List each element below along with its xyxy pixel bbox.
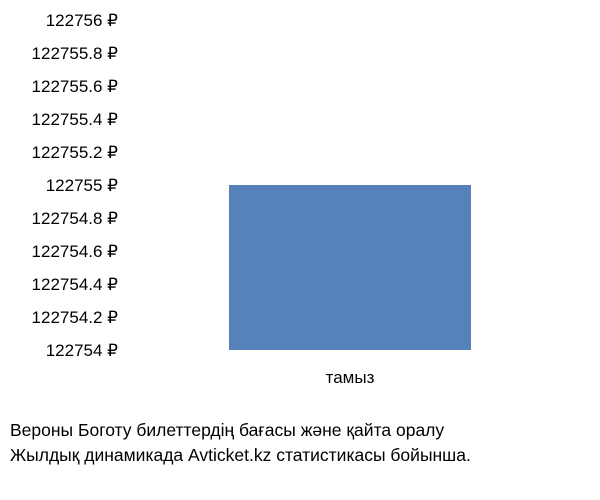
y-tick-label: 122754.2 ₽ (0, 308, 118, 328)
y-tick-label: 122756 ₽ (0, 11, 118, 31)
chart-caption-line2: Жылдық динамикада Avticket.kz статистика… (10, 445, 471, 466)
chart-bar (229, 185, 471, 350)
y-tick-label: 122755 ₽ (0, 176, 118, 196)
y-tick-label: 122754.4 ₽ (0, 275, 118, 295)
y-tick-label: 122755.4 ₽ (0, 110, 118, 130)
y-tick-label: 122754.8 ₽ (0, 209, 118, 229)
y-tick-label: 122755.8 ₽ (0, 44, 118, 64)
y-tick-label: 122755.2 ₽ (0, 143, 118, 163)
price-chart: 122754 ₽ 122754.2 ₽ 122754.4 ₽ 122754.6 ₽ 12… (0, 0, 600, 500)
y-tick-label: 122755.6 ₽ (0, 77, 118, 97)
x-tick-label: тамыз (130, 368, 570, 388)
y-tick-label: 122754.6 ₽ (0, 242, 118, 262)
y-tick-label: 122754 ₽ (0, 341, 118, 361)
chart-caption-line1: Вероны Боготу билеттердің бағасы және қа… (10, 420, 444, 441)
